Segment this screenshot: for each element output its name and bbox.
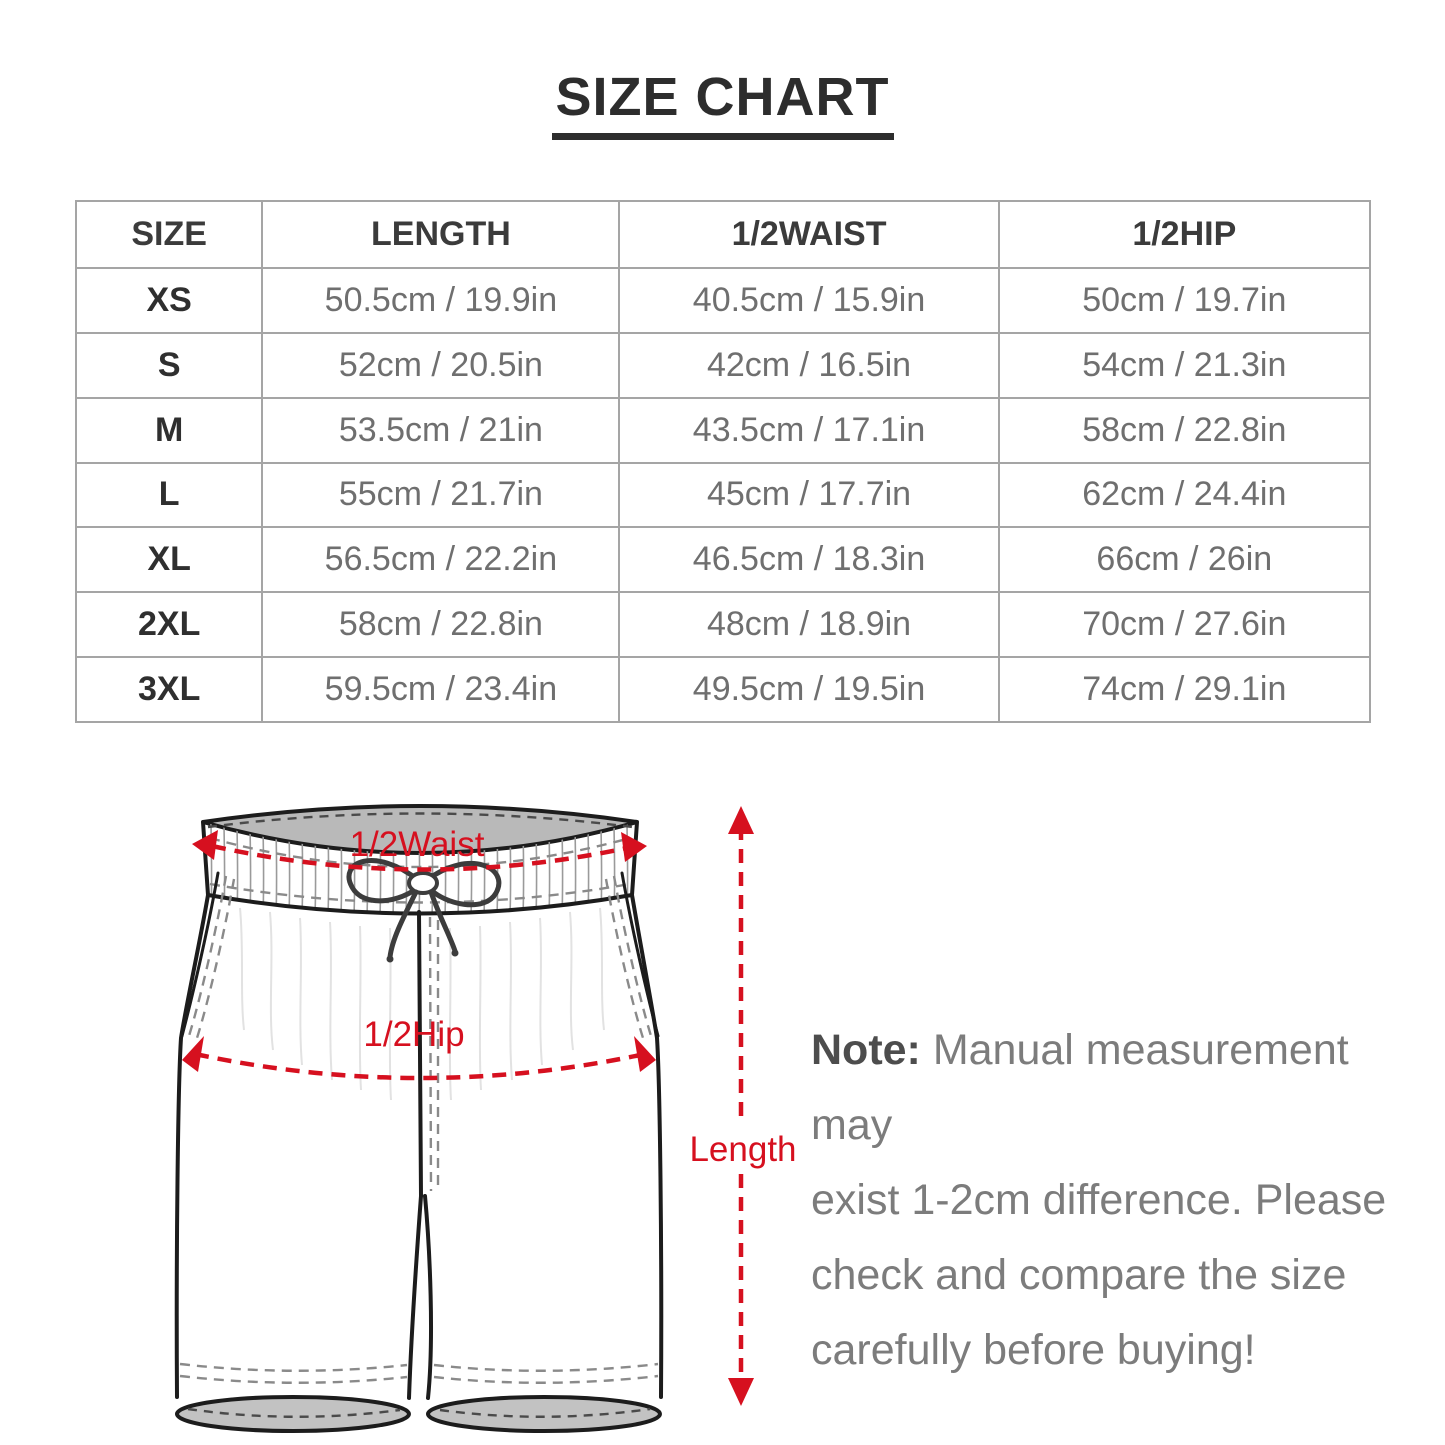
table-header-row: SIZE LENGTH 1/2WAIST 1/2HIP [74,200,1372,269]
column-header-length: LENGTH [261,200,621,269]
table-row: M 53.5cm / 21in 43.5cm / 17.1in 58cm / 2… [74,396,1372,464]
waist-cell: 49.5cm / 19.5in [618,656,1000,723]
size-table: SIZE LENGTH 1/2WAIST 1/2HIP XS 50.5cm / … [74,200,1372,723]
hip-label: 1/2Hip [363,1015,464,1054]
waist-label: 1/2Waist [350,825,485,864]
left-hem [175,1362,411,1433]
length-cell: 52cm / 20.5in [261,331,621,399]
right-pocket [604,871,660,1039]
arrow-up-icon [728,806,754,834]
note-line: carefully before buying! [811,1326,1256,1374]
waist-measure: 1/2Waist [192,825,647,872]
column-header-waist: 1/2WAIST [618,200,1000,269]
left-pocket [180,871,236,1039]
right-hem [426,1362,662,1433]
length-cell: 56.5cm / 22.2in [261,526,621,594]
hip-cell: 66cm / 26in [997,526,1372,594]
size-cell: M [74,396,264,464]
note-line: check and compare the size [811,1251,1347,1299]
arrow-left-icon [192,830,218,860]
shorts-measurement-diagram: 1/2Waist 1/2Hip Length [174,804,797,1433]
length-label: Length [689,1130,796,1169]
waist-cell: 46.5cm / 18.3in [618,526,1000,594]
note-label: Note: [811,1026,921,1074]
size-cell: L [74,461,264,529]
length-measure: Length [689,806,797,1406]
hip-cell: 54cm / 21.3in [997,331,1372,399]
length-cell: 58cm / 22.8in [261,591,621,659]
hip-cell: 74cm / 29.1in [997,656,1372,723]
column-header-size: SIZE [74,200,264,269]
table-row: S 52cm / 20.5in 42cm / 16.5in 54cm / 21.… [74,331,1372,399]
waist-cell: 43.5cm / 17.1in [618,396,1000,464]
waist-cell: 42cm / 16.5in [618,331,1000,399]
hip-cell: 50cm / 19.7in [997,267,1372,334]
table-row: 2XL 58cm / 22.8in 48cm / 18.9in 70cm / 2… [74,591,1372,659]
note-line: exist 1-2cm difference. Please [811,1176,1387,1224]
waist-cell: 48cm / 18.9in [618,591,1000,659]
waist-cell: 40.5cm / 15.9in [618,267,1000,334]
hip-measure: 1/2Hip [182,1015,656,1081]
length-cell: 53.5cm / 21in [261,396,621,464]
table-row: XS 50.5cm / 19.9in 40.5cm / 15.9in 50cm … [74,267,1372,334]
size-cell: 3XL [74,656,264,723]
note-line: Note: Manual measurement may [811,1013,1411,1163]
waist-cell: 45cm / 17.7in [618,461,1000,529]
length-cell: 59.5cm / 23.4in [261,656,621,723]
size-cell: S [74,331,264,399]
length-cell: 50.5cm / 19.9in [261,267,621,334]
column-header-hip: 1/2HIP [997,200,1372,269]
arrow-right-icon [634,1036,656,1072]
arrow-down-icon [728,1378,754,1406]
page-title: SIZE CHART [551,70,894,140]
table-row: 3XL 59.5cm / 23.4in 49.5cm / 19.5in 74cm… [74,656,1372,723]
hip-cell: 62cm / 24.4in [997,461,1372,529]
shorts-body [174,893,664,1400]
hip-cell: 70cm / 27.6in [997,591,1372,659]
table-row: XL 56.5cm / 22.2in 46.5cm / 18.3in 66cm … [74,526,1372,594]
size-cell: 2XL [74,591,264,659]
length-cell: 55cm / 21.7in [261,461,621,529]
hip-cell: 58cm / 22.8in [997,396,1372,464]
note-text: Manual measurement may [811,1026,1349,1149]
arrow-right-icon [621,832,647,862]
measurement-note: Note: Manual measurement may exist 1-2cm… [811,1013,1411,1388]
drawstring-bow [346,858,502,963]
size-cell: XL [74,526,264,594]
size-cell: XS [74,267,264,334]
table-row: L 55cm / 21.7in 45cm / 17.7in 62cm / 24.… [74,461,1372,529]
arrow-left-icon [182,1036,204,1072]
